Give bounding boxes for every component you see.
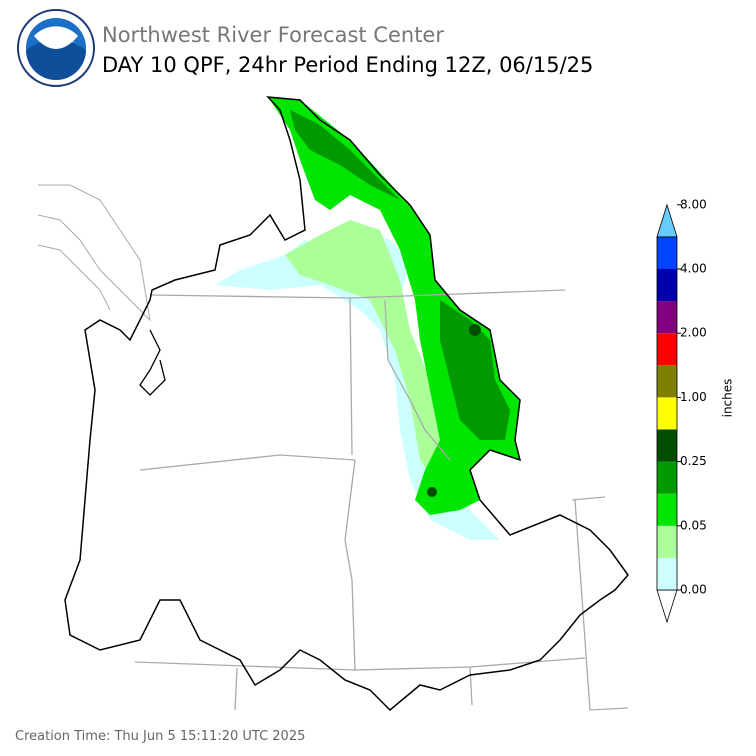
colorbar-bin [657, 365, 677, 398]
colorbar-bin [657, 236, 677, 269]
puget-sound [139, 329, 166, 396]
colorbar-bin [657, 493, 677, 526]
footer: Creation Time: Thu Jun 5 15:11:20 UTC 20… [15, 729, 305, 744]
colorbar-tick-label: 2.00 [680, 326, 707, 340]
logo-text: NOAA [38, 32, 74, 45]
basin-boundary [64, 96, 629, 712]
colorbar-bin [657, 301, 677, 334]
subtitle: DAY 10 QPF, 24hr Period Ending 12Z, 06/1… [102, 53, 593, 77]
noaa-logo: NOAA [17, 9, 95, 87]
colorbar-tick-label: 8.00 [680, 197, 707, 211]
colorbar-tick-label: 0.00 [680, 583, 707, 597]
state-lines [134, 289, 629, 711]
colorbar-bin [657, 429, 677, 462]
colorbar-bin [657, 269, 677, 302]
colorbar-bin [657, 461, 677, 494]
colorbar-tick-label: 0.05 [680, 518, 707, 532]
title: Northwest River Forecast Center [102, 23, 444, 47]
colorbar-tick-label: 0.25 [680, 454, 707, 468]
colorbar-frame [656, 236, 678, 591]
colorbar-extend-high [656, 203, 678, 238]
coastlines [37, 184, 151, 322]
legend-label: inches [721, 379, 735, 418]
colorbar-bin [657, 333, 677, 366]
colorbar-bin [657, 525, 677, 558]
precip-areas [215, 97, 520, 540]
colorbar-extend-low [656, 589, 678, 624]
colorbar-tick-label: 1.00 [680, 390, 707, 404]
colorbar-bin [657, 557, 677, 590]
colorbar-bin [657, 397, 677, 430]
colorbar-tick-label: 4.00 [680, 262, 707, 276]
